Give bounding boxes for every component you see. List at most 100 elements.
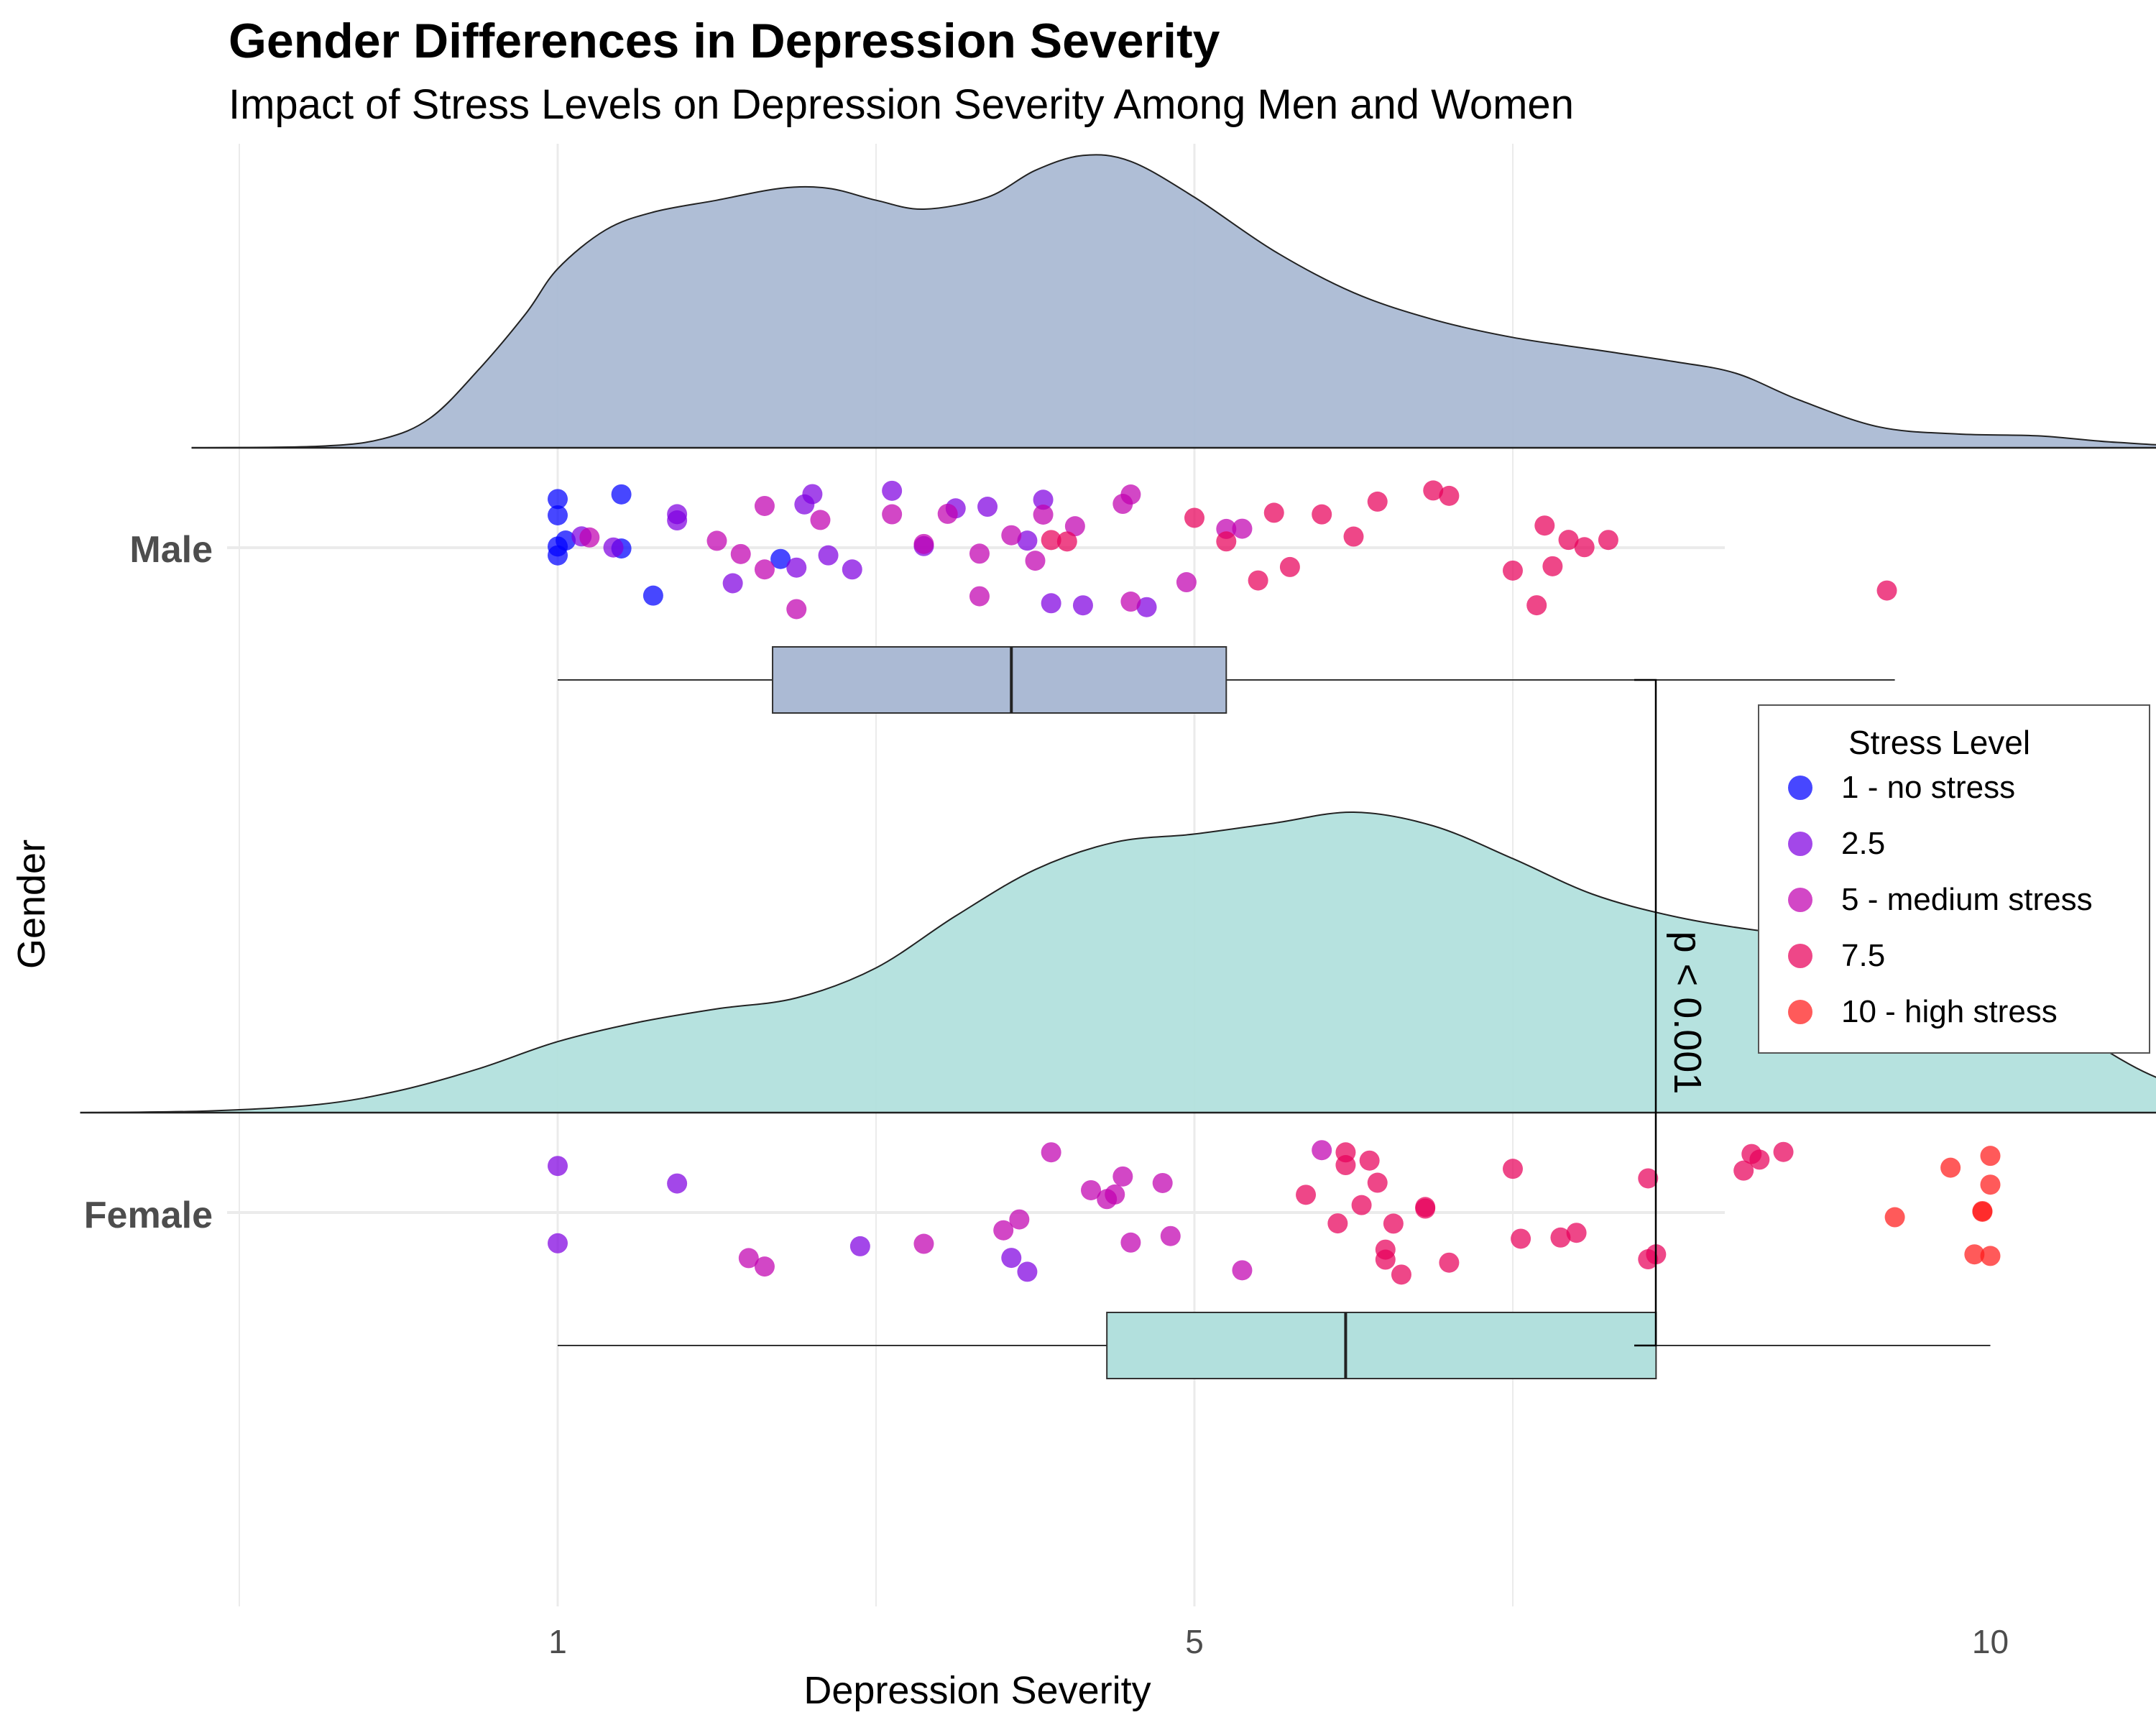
- data-point-male: [882, 480, 903, 501]
- y-axis-title: Gender: [10, 840, 53, 969]
- legend-item: 2.5: [1788, 822, 1885, 865]
- data-point-female: [1964, 1244, 1985, 1265]
- data-point-female: [1017, 1261, 1038, 1282]
- data-point-male: [706, 530, 727, 551]
- data-point-male: [786, 557, 807, 578]
- data-point-male: [913, 533, 934, 554]
- density-female: [80, 811, 2156, 1113]
- box-iqr: [772, 646, 1227, 714]
- data-point-female: [1566, 1223, 1587, 1243]
- data-point-male: [579, 527, 600, 548]
- data-point-female: [1120, 1232, 1141, 1253]
- data-point-male: [603, 537, 624, 558]
- data-point-male: [818, 545, 839, 566]
- data-point-male: [667, 504, 688, 525]
- data-point-male: [882, 504, 903, 525]
- data-point-female: [1009, 1209, 1030, 1230]
- data-point-female: [1511, 1228, 1531, 1249]
- data-point-female: [1884, 1207, 1905, 1228]
- legend-item: 10 - high stress: [1788, 990, 2058, 1034]
- data-point-male: [937, 503, 958, 524]
- data-point-female: [1773, 1141, 1794, 1162]
- chart-subtitle: Impact of Stress Levels on Depression Se…: [229, 81, 1574, 128]
- data-point-male: [1120, 484, 1141, 505]
- data-point-female: [1367, 1172, 1388, 1193]
- density-layer: [80, 154, 2156, 1114]
- data-point-female: [1152, 1172, 1173, 1193]
- data-point-male: [1216, 531, 1237, 552]
- legend-item-label: 1 - no stress: [1841, 770, 2016, 805]
- boxplot-layer: [558, 646, 1991, 1379]
- data-point-male: [770, 548, 791, 569]
- y-category-label-female: Female: [84, 1195, 213, 1236]
- data-point-male: [1033, 505, 1054, 525]
- data-point-female: [849, 1236, 870, 1256]
- legend-item: 5 - medium stress: [1788, 878, 2093, 921]
- data-point-male: [556, 530, 576, 551]
- legend-key-dot: [1788, 944, 1812, 968]
- data-point-male: [548, 489, 568, 510]
- data-point-male: [794, 494, 815, 515]
- data-point-male: [810, 510, 831, 530]
- data-point-male: [722, 573, 743, 594]
- data-point-female: [1351, 1195, 1372, 1215]
- legend-item-label: 10 - high stress: [1841, 994, 2058, 1029]
- data-point-male: [1367, 491, 1388, 512]
- data-point-male: [1017, 530, 1038, 551]
- data-point-female: [1749, 1149, 1770, 1170]
- data-point-female: [993, 1220, 1014, 1241]
- data-point-male: [754, 495, 775, 516]
- legend-key-dot: [1788, 1000, 1812, 1024]
- data-point-male: [1136, 597, 1157, 617]
- data-point-male: [754, 559, 775, 580]
- data-point-female: [1081, 1179, 1102, 1200]
- data-point-male: [842, 559, 862, 580]
- data-point-male: [1041, 530, 1061, 551]
- data-point-female: [1391, 1264, 1411, 1285]
- boxplot-female: [558, 1312, 1991, 1379]
- data-point-male: [1343, 526, 1364, 547]
- legend: Stress Level 1 - no stress 2.5 5 - medium …: [1758, 704, 2150, 1054]
- data-point-male: [1598, 530, 1618, 551]
- data-point-male: [1503, 560, 1523, 581]
- x-tick-labels: 1 5 10: [548, 1623, 2009, 1660]
- data-point-male: [977, 497, 998, 518]
- data-point-male: [1041, 593, 1061, 614]
- significance-bracket: p < 0.001: [1634, 678, 1709, 1347]
- data-point-female: [1940, 1157, 1961, 1178]
- data-point-male: [1534, 515, 1555, 536]
- data-point-female: [1359, 1150, 1380, 1171]
- data-point-female: [1980, 1146, 2001, 1167]
- legend-key-dot: [1788, 888, 1812, 912]
- data-point-male: [1184, 507, 1204, 528]
- data-point-female: [1980, 1174, 2001, 1195]
- data-point-female: [1550, 1227, 1571, 1248]
- legend-item-label: 2.5: [1841, 826, 1886, 861]
- data-point-male: [1001, 525, 1022, 546]
- data-point-female: [1980, 1246, 2001, 1266]
- y-category-label-male: Male: [129, 529, 213, 571]
- points-layer: [548, 480, 2001, 1285]
- data-point-female: [738, 1248, 759, 1269]
- data-point-male: [1423, 480, 1444, 501]
- data-point-male: [1439, 485, 1460, 506]
- data-point-female: [1001, 1248, 1022, 1269]
- data-point-female: [1638, 1168, 1659, 1189]
- legend-item-label: 7.5: [1841, 938, 1886, 973]
- data-point-male: [1025, 551, 1046, 571]
- data-point-male: [786, 599, 807, 620]
- data-point-male: [548, 545, 568, 566]
- x-tick-label: 10: [1972, 1623, 2009, 1660]
- data-point-male: [1312, 504, 1332, 525]
- data-point-male: [1072, 595, 1093, 616]
- data-point-male: [1526, 595, 1547, 616]
- density-outline-male: [191, 154, 2156, 448]
- data-point-male: [548, 505, 568, 525]
- data-point-female: [1327, 1213, 1348, 1234]
- data-point-female: [548, 1233, 568, 1254]
- data-point-female: [1335, 1142, 1356, 1163]
- chart-title: Gender Differences in Depression Severit…: [229, 14, 1220, 68]
- data-point-female: [1439, 1252, 1460, 1273]
- data-point-female: [1972, 1200, 1993, 1221]
